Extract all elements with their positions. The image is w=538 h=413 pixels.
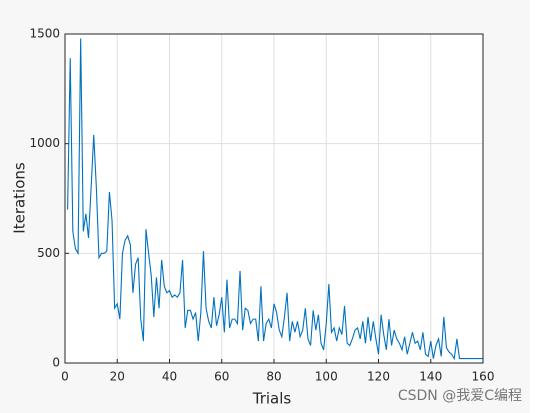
x-tick-label: 140 <box>419 370 442 384</box>
y-axis-label: Iterations <box>11 162 29 234</box>
y-tick-label: 0 <box>52 356 60 370</box>
x-tick-label: 40 <box>162 370 177 384</box>
x-tick-label: 120 <box>367 370 390 384</box>
x-axis-label: Trials <box>252 390 292 408</box>
x-tick-label: 20 <box>110 370 125 384</box>
x-tick-label: 160 <box>472 370 495 384</box>
y-tick-label: 1500 <box>29 27 60 41</box>
y-tick-label: 500 <box>37 246 60 260</box>
x-tick-label: 80 <box>266 370 281 384</box>
x-tick-label: 60 <box>214 370 229 384</box>
y-tick-label: 1000 <box>29 136 60 150</box>
x-tick-label: 0 <box>61 370 69 384</box>
window-edge <box>530 0 538 413</box>
axes-box <box>64 33 484 364</box>
data-line <box>67 38 483 361</box>
x-tick-label: 100 <box>315 370 338 384</box>
watermark: CSDN @我爱C编程 <box>398 388 522 404</box>
